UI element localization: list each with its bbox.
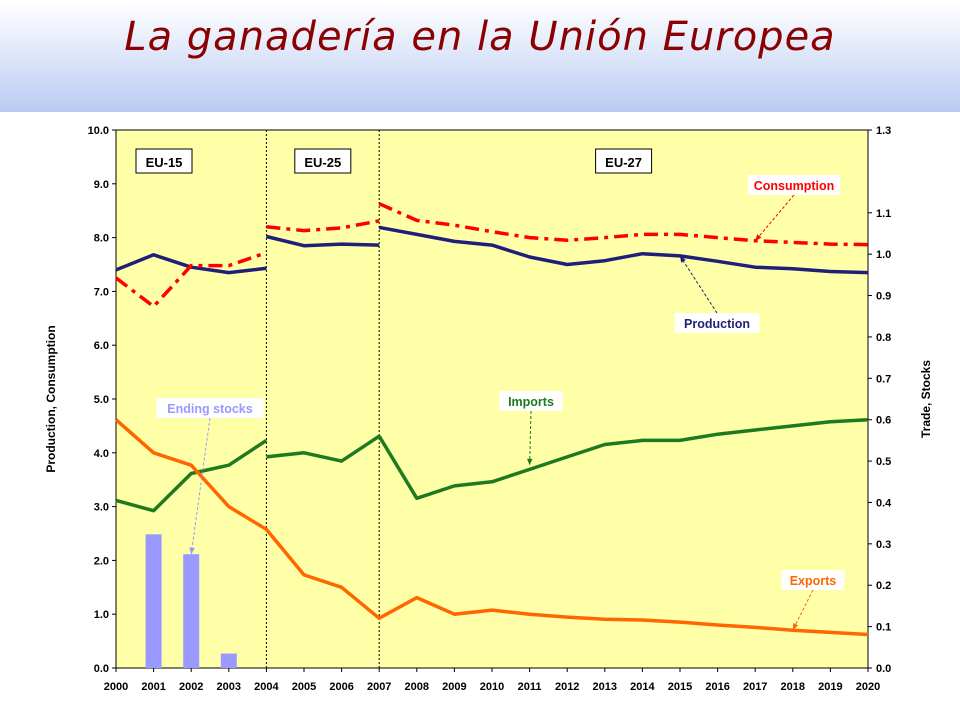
production-line bbox=[265, 234, 380, 248]
exports-line bbox=[114, 418, 869, 637]
callout-label: Production bbox=[684, 317, 750, 331]
callout-box bbox=[674, 313, 760, 333]
x-tick-label: 2015 bbox=[668, 681, 692, 693]
right-tick-label: 0.8 bbox=[876, 332, 891, 344]
right-tick-label: 1.3 bbox=[876, 125, 891, 137]
x-tick-label: 2013 bbox=[593, 681, 617, 693]
right-tick-label: 1.1 bbox=[876, 208, 891, 220]
right-tick-label: 0.4 bbox=[876, 497, 892, 509]
right-tick-label: 1.0 bbox=[876, 249, 891, 261]
x-tick-label: 2009 bbox=[442, 681, 466, 693]
callout-leader bbox=[190, 417, 211, 555]
period-label-text: EU-25 bbox=[304, 155, 341, 170]
exports-callout: Exports bbox=[781, 570, 845, 631]
page-title: La ganadería en la Unión Europea bbox=[124, 14, 836, 60]
right-tick-label: 0.7 bbox=[876, 373, 891, 385]
callout-label: Ending stocks bbox=[167, 402, 252, 416]
left-tick-label: 9.0 bbox=[94, 179, 109, 191]
x-tick-label: 2017 bbox=[743, 681, 767, 693]
callout-leader bbox=[529, 410, 532, 466]
period-label-eu-27: EU-27 bbox=[595, 148, 653, 174]
left-tick-label: 2.0 bbox=[94, 555, 109, 567]
period-label-eu-15: EU-15 bbox=[135, 148, 193, 174]
period-label-box bbox=[294, 148, 352, 174]
x-tick-label: 2004 bbox=[254, 681, 279, 693]
imports-line bbox=[377, 417, 869, 501]
period-label-box bbox=[595, 148, 653, 174]
callout-label: Exports bbox=[790, 574, 837, 588]
ending-stocks-bar bbox=[183, 554, 200, 668]
x-tick-label: 2010 bbox=[480, 681, 504, 693]
callout-leader bbox=[679, 255, 718, 314]
x-tick-label: 2016 bbox=[705, 681, 729, 693]
x-tick-label: 2019 bbox=[818, 681, 842, 693]
x-tick-label: 2020 bbox=[856, 681, 880, 693]
x-tick-label: 2001 bbox=[141, 681, 165, 693]
consumption-line bbox=[266, 219, 380, 233]
x-tick-label: 2012 bbox=[555, 681, 579, 693]
left-tick-label: 1.0 bbox=[94, 609, 109, 621]
right-tick-label: 0.6 bbox=[876, 415, 891, 427]
callout-arrowhead bbox=[792, 622, 799, 630]
callout-leader bbox=[792, 589, 814, 631]
x-tick-label: 2006 bbox=[329, 681, 353, 693]
callout-label: Consumption bbox=[754, 179, 835, 193]
period-label-text: EU-15 bbox=[146, 155, 183, 170]
callout-arrowhead bbox=[189, 547, 195, 555]
imports-line bbox=[266, 434, 381, 463]
imports-line bbox=[115, 438, 268, 513]
callout-arrowhead bbox=[680, 255, 686, 263]
ending-stocks-bar bbox=[220, 653, 237, 668]
right-tick-label: 0.9 bbox=[876, 291, 891, 303]
right-tick-label: 0.1 bbox=[876, 622, 891, 634]
title-banner: La ganadería en la Unión Europea bbox=[0, 0, 960, 112]
x-tick-label: 2005 bbox=[292, 681, 316, 693]
left-tick-label: 10.0 bbox=[88, 125, 109, 137]
callout-box bbox=[156, 398, 264, 418]
right-tick-label: 0.5 bbox=[876, 456, 891, 468]
callout-box bbox=[781, 570, 845, 590]
ending-stocks-callout: Ending stocks bbox=[156, 398, 264, 555]
right-tick-label: 0.2 bbox=[876, 580, 891, 592]
left-tick-label: 6.0 bbox=[94, 340, 109, 352]
x-tick-label: 2002 bbox=[179, 681, 203, 693]
left-tick-label: 0.0 bbox=[94, 663, 109, 675]
production-line bbox=[378, 225, 869, 275]
period-label-eu-25: EU-25 bbox=[294, 148, 352, 174]
callout-arrowhead bbox=[527, 458, 533, 466]
x-tick-label: 2008 bbox=[405, 681, 429, 693]
callout-label: Imports bbox=[508, 395, 554, 409]
x-tick-label: 2000 bbox=[104, 681, 128, 693]
right-tick-label: 0.0 bbox=[876, 663, 891, 675]
livestock-chart: 0.0 1.0 2.0 3.0 4.0 5.0 6.0 7.0 8.0 9.0 10.0 0.0 0.1… bbox=[44, 125, 933, 693]
period-label-text: EU-27 bbox=[605, 155, 642, 170]
left-tick-label: 4.0 bbox=[94, 448, 109, 460]
x-tick-label: 2007 bbox=[367, 681, 391, 693]
callout-leader bbox=[754, 194, 795, 242]
left-tick-label: 7.0 bbox=[94, 286, 109, 298]
callout-box bbox=[747, 175, 841, 195]
callout-arrowhead bbox=[755, 234, 762, 241]
consumption-callout: Consumption bbox=[747, 175, 841, 242]
ending-stocks-bar bbox=[145, 534, 162, 668]
consumption-line bbox=[378, 202, 869, 247]
left-tick-label: 8.0 bbox=[94, 233, 109, 245]
x-tick-label: 2014 bbox=[630, 681, 655, 693]
left-tick-label: 3.0 bbox=[94, 502, 109, 514]
callout-box bbox=[499, 391, 563, 411]
x-tick-label: 2011 bbox=[518, 681, 542, 693]
right-tick-label: 0.3 bbox=[876, 539, 891, 551]
x-tick-label: 2018 bbox=[781, 681, 805, 693]
production-callout: Production bbox=[674, 255, 760, 333]
period-label-box bbox=[135, 148, 193, 174]
left-tick-label: 5.0 bbox=[94, 394, 109, 406]
y-left-axis-title: Production, Consumption bbox=[44, 325, 58, 472]
x-tick-label: 2003 bbox=[217, 681, 241, 693]
y-right-axis-title: Trade, Stocks bbox=[919, 360, 933, 438]
imports-callout: Imports bbox=[499, 391, 563, 466]
consumption-line bbox=[114, 251, 267, 309]
